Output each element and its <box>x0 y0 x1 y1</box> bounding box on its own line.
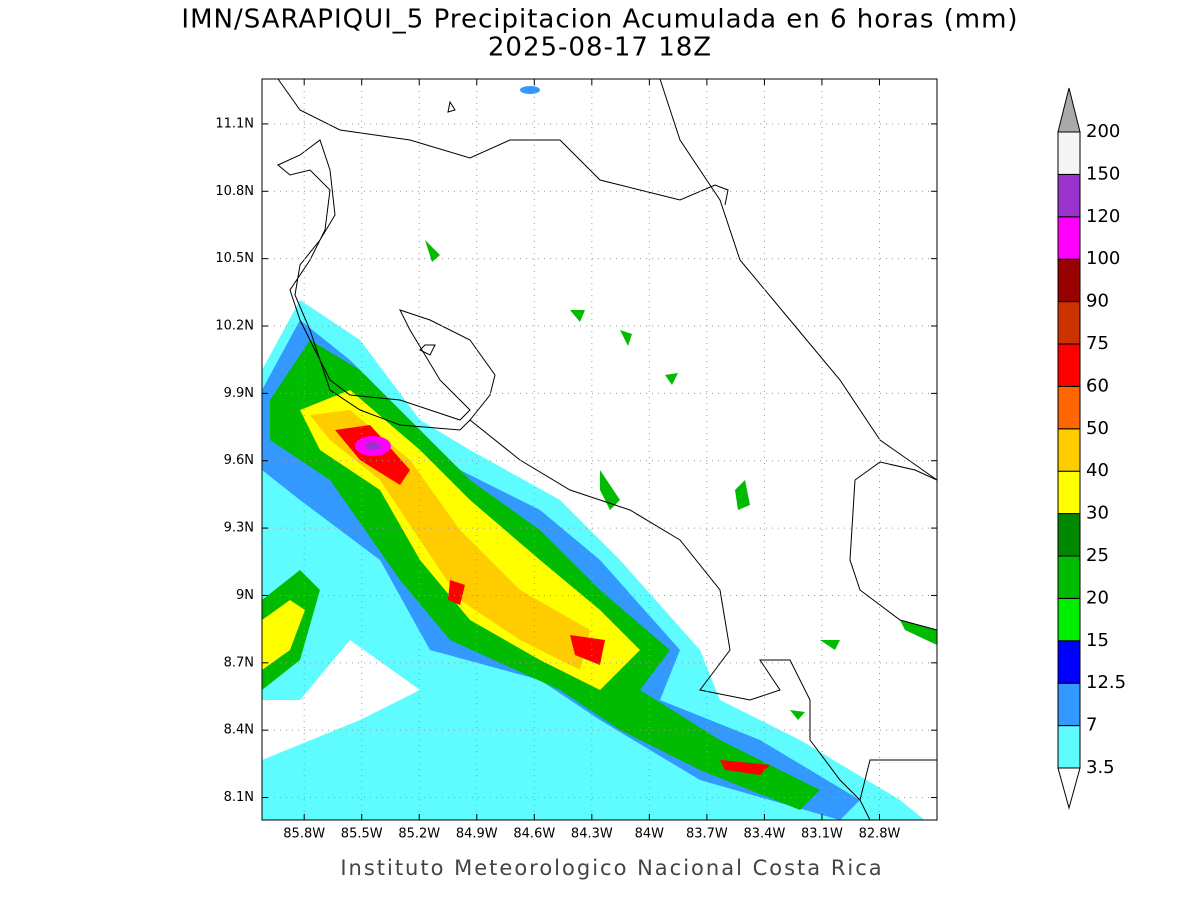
y-tick-label: 8.7N <box>224 655 254 670</box>
colorbar-label: 200 <box>1086 121 1120 142</box>
y-tick-label: 10.8N <box>215 184 254 199</box>
y-tick-label: 8.4N <box>224 723 254 738</box>
colorbar-label: 60 <box>1086 375 1109 396</box>
x-tick-label: 82.8W <box>859 827 901 842</box>
y-tick-label: 11.1N <box>215 116 254 131</box>
colorbar-label: 15 <box>1086 630 1109 651</box>
x-tick-label: 83.1W <box>801 827 843 842</box>
x-tick-label: 85.2W <box>398 827 440 842</box>
colorbar-label: 30 <box>1086 503 1109 524</box>
colorbar-label: 25 <box>1086 545 1109 566</box>
colorbar-extend-high <box>1057 87 1081 133</box>
colorbar-label: 90 <box>1086 291 1109 312</box>
colorbar-swatch <box>1057 216 1081 260</box>
colorbar-label: 100 <box>1086 248 1120 269</box>
colorbar-swatch <box>1057 470 1081 515</box>
colorbar-swatch <box>1057 597 1081 642</box>
colorbar-swatch <box>1057 725 1081 769</box>
colorbar-label: 3.5 <box>1086 757 1115 778</box>
colorbar-label: 12.5 <box>1086 672 1126 693</box>
colorbar-label: 7 <box>1086 715 1097 736</box>
y-tick-label: 9.3N <box>224 521 254 536</box>
x-tick-label: 84.9W <box>456 827 498 842</box>
colorbar-swatch <box>1057 682 1081 727</box>
title: IMN/SARAPIQUI_5 Precipitacion Acumulada … <box>181 5 1018 35</box>
colorbar-swatch <box>1057 258 1081 303</box>
y-tick-label: 8.1N <box>224 790 254 805</box>
map-grid: 85.8W 85.5W 85.2W 84.9W 84.6W 84.3W 84W 83.7W 83… <box>215 79 937 842</box>
subtitle: 2025-08-17 18Z <box>488 33 712 63</box>
x-tick-label: 84.6W <box>513 827 555 842</box>
colorbar-label: 20 <box>1086 587 1109 608</box>
x-tick-label: 85.5W <box>341 827 383 842</box>
colorbar-extend-low <box>1057 767 1081 810</box>
colorbar-label: 120 <box>1086 206 1120 227</box>
x-tick-label: 83.4W <box>744 827 786 842</box>
x-tick-label: 84W <box>635 827 665 842</box>
x-tick-label: 84.3W <box>571 827 613 842</box>
colorbar: 3.5 7 12.5 15 20 25 30 40 50 60 75 90 100 120 150 200 <box>1057 87 1126 810</box>
colorbar-label: 75 <box>1086 333 1109 354</box>
colorbar-label: 40 <box>1086 460 1109 481</box>
colorbar-swatch <box>1057 513 1081 557</box>
colorbar-label: 50 <box>1086 418 1109 439</box>
footer: Instituto Meteorologico Nacional Costa R… <box>340 856 883 880</box>
colorbar-swatch <box>1057 301 1081 345</box>
colorbar-label: 150 <box>1086 163 1120 184</box>
colorbar-swatch <box>1057 428 1081 472</box>
colorbar-swatch <box>1057 555 1081 599</box>
y-tick-label: 9.6N <box>224 453 254 468</box>
y-tick-label: 9.9N <box>224 386 254 401</box>
y-tick-label: 9N <box>236 588 254 603</box>
colorbar-swatch <box>1057 385 1081 430</box>
precip-field <box>262 86 937 820</box>
map-frame <box>261 78 938 821</box>
x-tick-label: 85.8W <box>283 827 325 842</box>
y-tick-label: 10.2N <box>215 319 254 334</box>
colorbar-swatch <box>1057 343 1081 387</box>
colorbar-swatch <box>1057 131 1081 175</box>
coastlines <box>277 78 938 821</box>
colorbar-swatch <box>1057 640 1081 684</box>
y-tick-label: 10.5N <box>215 251 254 266</box>
x-tick-label: 83.7W <box>686 827 728 842</box>
colorbar-swatch <box>1057 173 1081 218</box>
